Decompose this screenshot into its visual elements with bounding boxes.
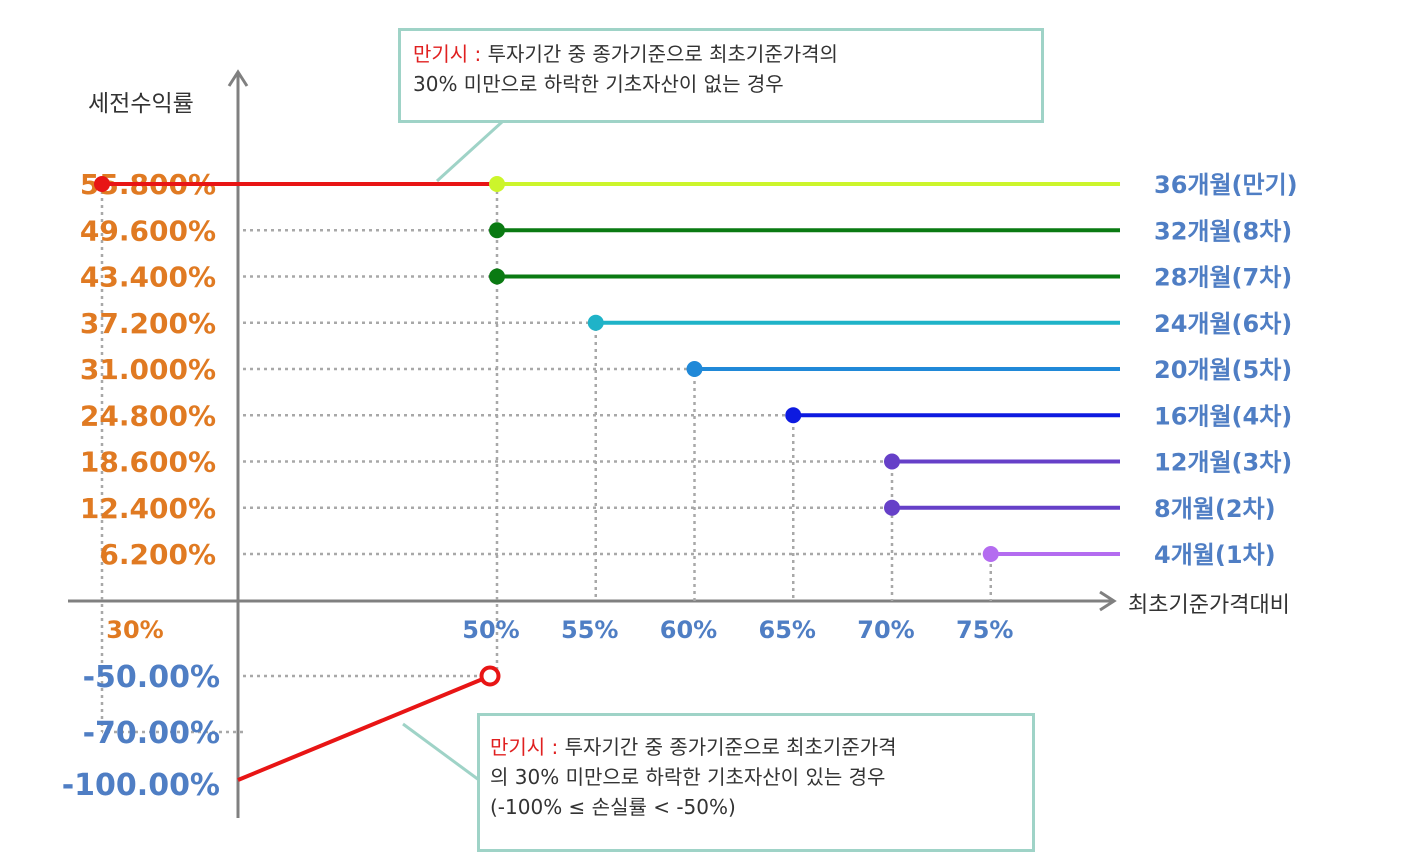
x-axis-arrow — [1099, 590, 1117, 612]
y-tick-label: 24.800% — [80, 399, 216, 432]
callout-bottom-line1: 만기시 : 투자기간 중 종가기준으로 최초기준가격 — [490, 732, 1022, 762]
callout-bottom-highlight: 만기시 : — [490, 735, 559, 759]
maturity-gain-start-dot — [94, 176, 110, 192]
callout-top-line2: 30% 미만으로 하락한 기초자산이 없는 경우 — [413, 72, 784, 96]
callout-knock-in: 만기시 : 투자기간 중 종가기준으로 최초기준가격 의 30% 미만으로 하락… — [477, 713, 1035, 852]
x-tick-label: 55% — [561, 616, 618, 644]
loss-line-open-dot — [479, 665, 501, 687]
series-dot — [982, 546, 999, 562]
y-tick-label: 12.400% — [80, 492, 216, 525]
series-name-label: 20개월(5차) — [1154, 356, 1292, 384]
y-axis-title: 세전수익률 — [88, 91, 194, 117]
y-tick-label: 43.400% — [80, 261, 216, 294]
callout-top-line1: 만기시 : 투자기간 중 종가기준으로 최초기준가격의 — [413, 39, 1029, 69]
callout-bottom-line2: 의 30% 미만으로 하락한 기초자산이 있는 경우 — [490, 765, 886, 789]
y-tick-label: 49.600% — [80, 214, 216, 247]
callout-bottom-line3: (-100% ≤ 손실률 < -50%) — [490, 795, 736, 819]
y-tick-label: 6.200% — [99, 538, 216, 571]
series-name-label: 24개월(6차) — [1154, 310, 1292, 338]
callout-bottom-connector — [402, 722, 480, 782]
series-dot — [884, 453, 900, 470]
y-tick-label: -50.00% — [83, 660, 220, 695]
series-name-label: 16개월(4차) — [1154, 402, 1292, 430]
callout-bottom-text1: 투자기간 중 종가기준으로 최초기준가격 — [558, 735, 897, 759]
series-dot — [489, 176, 505, 192]
x-tick-label: 50% — [462, 616, 519, 644]
series-dot — [489, 222, 505, 239]
loss-line — [237, 674, 491, 782]
series-name-label: 36개월(만기) — [1154, 171, 1298, 199]
series-name-label: 32개월(8차) — [1154, 217, 1292, 245]
series-dot — [489, 268, 505, 285]
y-tick-label: 18.600% — [80, 446, 216, 479]
series-name-label: 12개월(3차) — [1154, 449, 1292, 477]
series-name-label: 4개월(1차) — [1154, 541, 1276, 569]
callout-top-text1: 투자기간 중 종가기준으로 최초기준가격의 — [481, 42, 838, 66]
y-tick-label: -100.00% — [62, 768, 220, 803]
series-name-label: 8개월(2차) — [1154, 495, 1276, 523]
x-tick-label: 65% — [759, 616, 816, 644]
callout-no-knock-in: 만기시 : 투자기간 중 종가기준으로 최초기준가격의 30% 미만으로 하락한… — [398, 28, 1044, 123]
callout-top-highlight: 만기시 : — [413, 42, 482, 66]
y-tick-label: -70.00% — [83, 716, 220, 751]
series-dot — [884, 499, 900, 516]
callout-top-connector — [435, 120, 504, 183]
x-tick-label: 60% — [660, 616, 717, 644]
x-axis-title: 최초기준가격대비 — [1128, 593, 1290, 618]
series-dot — [686, 361, 703, 377]
y-axis-arrow — [227, 69, 249, 87]
series-dot — [587, 314, 604, 331]
series-dot — [785, 407, 802, 424]
x-tick-label: 30% — [106, 616, 163, 644]
y-tick-label: 31.000% — [80, 353, 216, 386]
y-tick-label: 37.200% — [80, 307, 216, 340]
x-tick-label: 70% — [857, 616, 914, 644]
x-tick-label: 75% — [956, 616, 1013, 644]
series-name-label: 28개월(7차) — [1154, 264, 1292, 292]
